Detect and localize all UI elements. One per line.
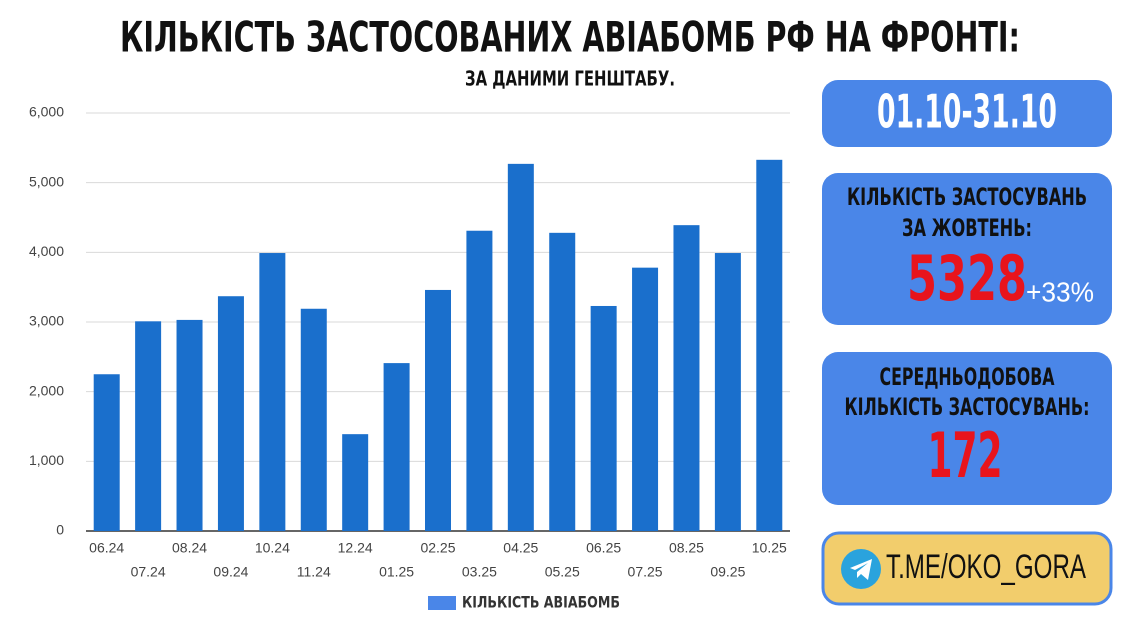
y-tick-label: 4,000 [29,243,64,259]
bar [259,253,286,531]
monthly-change: +33% [1026,276,1094,307]
channel-link[interactable]: T.ME/OKO_GORA [886,548,1086,586]
x-tick-label: 10.24 [255,540,290,556]
x-tick-label: 11.24 [297,564,331,580]
bar [632,267,659,531]
bar [425,289,451,531]
telegram-plane [850,559,872,580]
x-tick-label: 02.25 [420,540,455,556]
bar [93,374,120,531]
y-tick-label: 0 [56,522,64,538]
chart-title: КІЛЬКІСТЬ ЗАСТОСОВАНИХ АВІАБОМБ РФ НА ФР… [120,13,1020,62]
x-tick-label: 06.24 [89,540,124,556]
legend-swatch [428,596,456,610]
bar [549,232,576,531]
daily-label: СЕРЕДНЬОДОБОВА [880,363,1055,391]
bar [176,319,203,531]
bar [217,296,244,531]
bar [466,230,493,531]
y-tick-label: 5,000 [29,173,64,189]
bar [300,308,327,531]
channel-panel [821,531,1113,606]
x-tick-label: 05.25 [545,564,580,580]
daily-value: 172 [928,419,1003,492]
period-panel [822,80,1112,147]
x-tick-label: 03.25 [462,564,497,580]
monthly-label: КІЛЬКІСТЬ ЗАСТОСУВАНЬ [847,183,1087,211]
monthly-label: ЗА ЖОВТЕНЬ: [902,214,1032,242]
x-tick-label: 07.24 [131,564,166,580]
y-tick-label: 2,000 [29,382,64,398]
x-tick-label: 04.25 [503,540,538,556]
bar [673,225,700,531]
x-tick-label: 01.25 [379,564,414,580]
x-tick-label: 12.24 [338,540,373,556]
monthly-value: 5328 [907,242,1027,315]
bar [756,159,783,532]
x-tick-label: 08.25 [669,540,704,556]
y-tick-label: 1,000 [29,452,64,468]
daily-label: КІЛЬКІСТЬ ЗАСТОСУВАНЬ: [845,393,1090,421]
bar [714,253,741,531]
bar [135,321,162,531]
bar [342,434,369,531]
x-tick-label: 09.24 [213,564,248,580]
x-tick-label: 07.25 [628,564,663,580]
bar [590,305,617,531]
y-tick-label: 6,000 [29,104,64,120]
x-tick-label: 06.25 [586,540,621,556]
x-tick-label: 08.24 [172,540,207,556]
bar [507,163,534,531]
monthly-panel [822,173,1112,325]
legend-label: КІЛЬКІСТЬ АВІАБОМБ [462,593,620,612]
y-tick-label: 3,000 [29,313,64,329]
bar [383,363,410,531]
daily-panel [822,352,1112,505]
period: 01.10-31.10 [877,85,1057,139]
x-tick-label: 10.25 [752,540,787,556]
chart-subtitle: ЗА ДАНИМИ ГЕНШТАБУ. [465,67,675,91]
x-tick-label: 09.25 [710,564,745,580]
